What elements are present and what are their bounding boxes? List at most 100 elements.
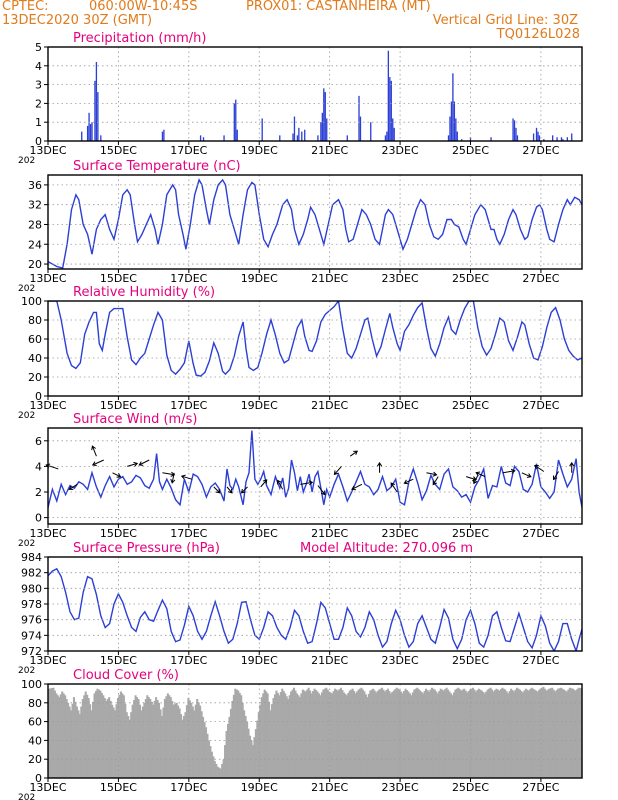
cloud-bar bbox=[240, 695, 243, 778]
cloud-bar bbox=[150, 701, 153, 778]
cloud-bar bbox=[268, 701, 271, 778]
wind-vector bbox=[170, 472, 176, 484]
temp-panel: 20 24 28 32 36 13DEC 15DEC 17DEC 19DEC 21DEC 23DEC… bbox=[18, 159, 583, 294]
cloud-bar bbox=[149, 699, 152, 778]
x-tick-label: 27DEC bbox=[522, 272, 559, 285]
cloud-bar bbox=[467, 691, 470, 778]
precip-bar bbox=[535, 127, 538, 141]
precip-bar bbox=[88, 112, 90, 141]
cloud-bar bbox=[537, 690, 541, 778]
precip-bar bbox=[94, 80, 96, 141]
cloud-bar bbox=[370, 689, 373, 778]
wind-title: Surface Wind (m/s) bbox=[73, 412, 197, 427]
y-tick-label: 980 bbox=[21, 582, 42, 595]
wind-vector bbox=[213, 486, 221, 494]
cloud-bar bbox=[510, 688, 513, 778]
cloud-bar bbox=[573, 689, 576, 778]
cloud-bar bbox=[514, 689, 517, 778]
cloud-bar bbox=[144, 699, 147, 778]
precip-bar bbox=[384, 135, 387, 141]
cloud-bar bbox=[499, 689, 502, 778]
cloud-bar bbox=[329, 692, 332, 778]
cloud-bar bbox=[466, 692, 469, 778]
x-tick-label: 15DEC bbox=[100, 654, 137, 667]
x-tick-label: 15DEC bbox=[100, 144, 137, 157]
y-tick-label: 32 bbox=[28, 199, 42, 212]
cloud-bar bbox=[273, 694, 276, 778]
cloud-bar bbox=[203, 722, 206, 778]
precip-bar bbox=[461, 139, 463, 141]
header-source: CPTEC: bbox=[2, 0, 49, 14]
cloud-bar bbox=[521, 692, 524, 778]
x-tick-label: 23DEC bbox=[382, 399, 419, 412]
press-title: Surface Pressure (hPa) bbox=[73, 541, 220, 556]
x-tick-label: 19DEC bbox=[241, 781, 278, 794]
x-tick-label: 21DEC bbox=[311, 144, 348, 157]
y-tick-label: 60 bbox=[28, 716, 42, 729]
cloud-bar bbox=[89, 704, 92, 778]
cloud-bar bbox=[530, 687, 533, 778]
cloud-bar bbox=[401, 693, 404, 778]
cloud-bar bbox=[536, 691, 539, 778]
y-tick-label: 20 bbox=[28, 258, 42, 271]
cloud-bar bbox=[84, 691, 87, 778]
temp-grid bbox=[48, 175, 582, 269]
cloud-bar bbox=[407, 691, 410, 778]
x-year-label: 202 bbox=[18, 539, 35, 549]
cloud-bar bbox=[225, 731, 228, 778]
x-tick-label: 27DEC bbox=[522, 527, 559, 540]
cloud-bar bbox=[378, 689, 381, 778]
cloud-bar bbox=[152, 704, 155, 778]
wind-vector bbox=[138, 459, 150, 466]
cloud-bar bbox=[78, 714, 81, 778]
cloud-bar bbox=[526, 689, 529, 778]
cloud-bar bbox=[422, 693, 425, 778]
cloud-bar bbox=[290, 691, 293, 778]
x-tick-label: 15DEC bbox=[100, 527, 137, 540]
cloud-bar bbox=[363, 691, 366, 778]
cloud-bar bbox=[476, 690, 479, 778]
cloud-bar bbox=[570, 688, 573, 778]
cloud-bar bbox=[175, 702, 178, 778]
cloud-bar bbox=[342, 692, 345, 778]
cloud-bar bbox=[323, 688, 326, 778]
cloud-bar bbox=[417, 689, 420, 778]
cloud-bar bbox=[367, 693, 370, 778]
y-tick-label: 28 bbox=[28, 218, 42, 231]
cloud-bar bbox=[325, 687, 328, 778]
cloud-bar bbox=[158, 702, 161, 778]
cloud-bar bbox=[331, 693, 334, 778]
cloud-bar bbox=[486, 689, 489, 778]
cloud-grid bbox=[48, 684, 582, 778]
x-tick-label: 27DEC bbox=[522, 399, 559, 412]
cloud-bar bbox=[97, 689, 100, 778]
x-tick-label: 17DEC bbox=[170, 272, 207, 285]
cloud-bar bbox=[111, 704, 114, 778]
cloud-bar bbox=[350, 689, 353, 778]
cloud-bar bbox=[493, 690, 497, 778]
precip-bar bbox=[95, 62, 98, 141]
y-tick-label: 0 bbox=[35, 135, 42, 148]
cloud-bar bbox=[298, 697, 301, 778]
y-tick-label: 984 bbox=[21, 551, 42, 564]
cloud-frame bbox=[47, 683, 583, 779]
cloud-bar bbox=[385, 690, 388, 778]
cloud-bar bbox=[546, 689, 549, 778]
cloud-bar bbox=[360, 687, 363, 778]
cloud-bar bbox=[105, 700, 108, 778]
cloud-bar bbox=[156, 699, 159, 778]
precip-bar bbox=[516, 135, 519, 141]
y-tick-label: 4 bbox=[35, 60, 42, 73]
cloud-bar bbox=[398, 689, 401, 778]
precip-grid bbox=[48, 47, 582, 141]
cloud-bar bbox=[518, 689, 521, 778]
wind-vector bbox=[521, 472, 532, 478]
cloud-bar bbox=[215, 763, 218, 778]
cloud-bar bbox=[488, 688, 491, 778]
cloud-bar bbox=[232, 694, 235, 778]
wind-vector bbox=[351, 483, 363, 491]
cloud-bar bbox=[353, 691, 356, 778]
cloud-bar bbox=[307, 687, 310, 778]
cloud-bar bbox=[545, 690, 548, 778]
cloud-bar bbox=[535, 690, 538, 778]
